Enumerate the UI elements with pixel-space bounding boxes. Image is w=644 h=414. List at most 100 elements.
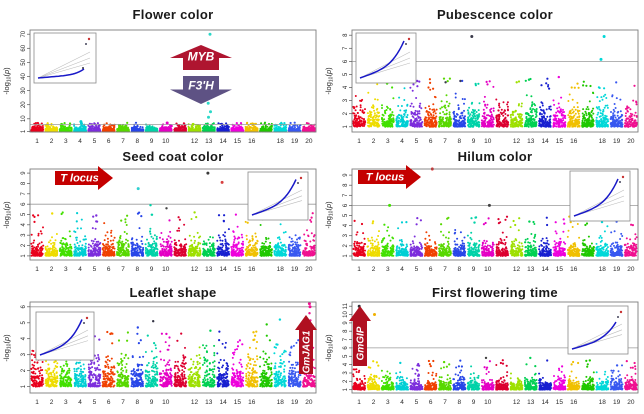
chromosome-label: 9 (150, 138, 154, 145)
chromosome-label: 10 (162, 399, 170, 406)
gwas-peak-point (470, 35, 474, 38)
chromosome-label: 6 (429, 138, 433, 145)
qq-outlier-point (405, 43, 407, 45)
chromosome-label: 20 (305, 266, 313, 273)
gwas-peak-point (557, 75, 560, 79)
gwas-peak-point (265, 323, 268, 326)
gwas-peak-point (278, 318, 282, 321)
gwas-peak-point (487, 203, 491, 207)
qq-inset (35, 311, 95, 361)
gene-label: T locus (60, 173, 99, 185)
qq-outlier-point (619, 181, 621, 183)
qq-outlier-point (85, 43, 87, 45)
chromosome-label: 14 (541, 399, 549, 406)
gwas-peak-point (136, 326, 139, 329)
gwas-peak-point (473, 221, 476, 224)
chromosome-label: 18 (599, 266, 607, 273)
y-axis-label: -log10(p) (2, 67, 13, 95)
chromosome-label: 5 (93, 266, 97, 273)
y-tick-label: 20 (21, 101, 27, 108)
chromosome-label: 12 (191, 138, 199, 145)
gwas-peak-point (416, 79, 419, 83)
qq-inset (569, 170, 631, 222)
chromosome-label: 12 (513, 138, 521, 145)
chromosome-label: 10 (162, 266, 170, 273)
qq-expected-line (37, 57, 91, 79)
chromosome-label: 18 (277, 138, 285, 145)
chromosome-label: 16 (248, 266, 256, 273)
qq-outlier-point (407, 37, 411, 41)
y-axis-label: -log10(p) (324, 67, 335, 95)
chromosome-label: 1 (35, 266, 39, 273)
gwas-peak-point (165, 332, 168, 336)
qq-outlier-point (617, 316, 619, 318)
gwas-peak-point (599, 57, 603, 61)
chromosome-label: 3 (386, 399, 390, 406)
arrow-shape (358, 165, 421, 189)
y-tick-label: 3 (343, 233, 349, 237)
gwas-peak-point (165, 207, 168, 210)
chromosome-label: 12 (513, 266, 521, 273)
scatter-points (352, 77, 638, 128)
arrow-shape (295, 315, 317, 374)
gene-arrow-t-locus: T locus (358, 165, 421, 189)
y-tick-label: 8 (343, 329, 349, 333)
chromosome-label: 18 (599, 138, 607, 145)
chromosome-label: 3 (64, 138, 68, 145)
gwas-peak-point (109, 332, 112, 336)
chromosome-label: 8 (457, 399, 461, 406)
scatter-points (352, 215, 638, 257)
y-tick-label: 4 (343, 223, 349, 227)
chromosome-label: 18 (277, 266, 285, 273)
panel-title: Leaflet shape (130, 285, 217, 300)
gene-arrow-f3-h: F3'H (170, 76, 232, 104)
y-tick-label: 2 (21, 243, 27, 247)
qq-outlier-point (299, 176, 303, 180)
gwas-peak-point (399, 361, 402, 365)
chromosome-label: 12 (513, 399, 521, 406)
chromosome-label: 2 (50, 399, 54, 406)
qq-inset (567, 305, 629, 355)
peak-points (385, 35, 606, 85)
chromosome-label: 20 (627, 399, 635, 406)
gwas-peak-point (528, 220, 531, 223)
gwas-peak-point (388, 203, 392, 207)
chromosome-label: 19 (613, 399, 621, 406)
chromosome-label: 10 (162, 138, 170, 145)
gwas-peak-point (209, 329, 212, 332)
y-tick-label: 4 (343, 85, 349, 89)
chromosome-label: 16 (570, 266, 578, 273)
gene-label: T locus (366, 172, 405, 184)
arrow-shape (170, 45, 232, 70)
qq-observed-curve (359, 40, 405, 79)
chromosome-label: 10 (484, 138, 492, 145)
y-tick-label: 5 (21, 320, 27, 324)
y-tick-label: 2 (21, 368, 27, 372)
qq-expected-line (251, 189, 303, 216)
y-tick-label: 1 (343, 387, 349, 391)
qq-outlier-point (87, 37, 91, 41)
chromosome-label: 16 (248, 399, 256, 406)
chromosome-label: 5 (93, 399, 97, 406)
qq-expected-line (571, 329, 623, 350)
qq-outlier-point (297, 182, 299, 184)
y-tick-label: 30 (21, 87, 27, 94)
qq-outlier-point (621, 175, 625, 179)
chromosome-label: 14 (219, 399, 227, 406)
chromosome-label: 20 (627, 138, 635, 145)
chromosome-label: 19 (613, 138, 621, 145)
qq-observed-curve (39, 319, 83, 356)
y-tick-label: 2 (343, 379, 349, 383)
qq-outlier-point (83, 322, 85, 324)
chromosome-label: 4 (78, 138, 82, 145)
gwas-peak-point (373, 313, 376, 316)
chromosome-label: 9 (472, 138, 476, 145)
y-tick-label: 9 (343, 321, 349, 325)
chromosome-label: 1 (35, 399, 39, 406)
scatter-points (30, 330, 316, 388)
